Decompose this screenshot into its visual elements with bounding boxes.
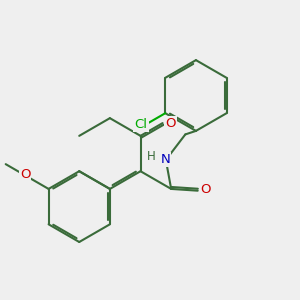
Text: O: O — [20, 168, 30, 181]
Text: H: H — [147, 150, 155, 163]
Text: O: O — [165, 117, 175, 130]
Text: N: N — [160, 153, 170, 167]
Text: O: O — [200, 184, 211, 196]
Text: Cl: Cl — [134, 118, 148, 131]
